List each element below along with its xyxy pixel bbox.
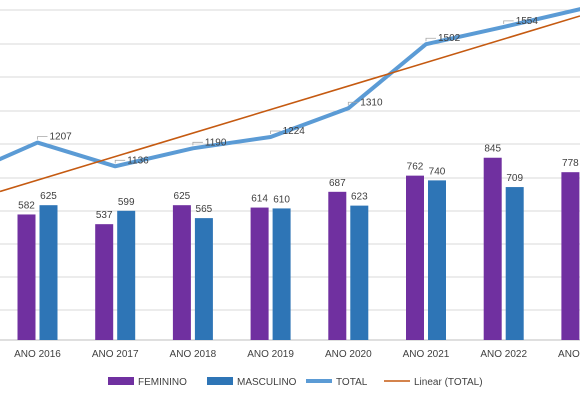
total-label-2: 1190 <box>205 137 227 148</box>
bar-label-masculino-0: 625 <box>40 191 57 202</box>
bar-label-feminino-5: 762 <box>407 162 424 173</box>
bar-masculino-2 <box>194 218 213 340</box>
bar-label-masculino-1: 599 <box>118 197 135 208</box>
bar-feminino-5 <box>406 175 424 340</box>
bar-label-feminino-0: 582 <box>18 200 35 211</box>
bar-feminino-2 <box>172 205 191 340</box>
total-label-3: 1224 <box>283 126 306 137</box>
bar-label-masculino-6: 709 <box>506 173 523 184</box>
trendline <box>0 15 580 193</box>
total-label-4: 1310 <box>360 97 383 108</box>
legend-label-0: FEMININO <box>138 377 187 388</box>
bar-feminino-6 <box>483 157 502 340</box>
bar-label-feminino-2: 625 <box>174 191 191 202</box>
category-label-3: ANO 2019 <box>247 349 294 360</box>
bar-masculino-3 <box>272 208 291 340</box>
legend-swatch-0 <box>108 377 134 385</box>
category-label-0: ANO 2016 <box>14 349 61 360</box>
bar-label-feminino-3: 614 <box>251 194 268 205</box>
category-label-1: ANO 2017 <box>92 349 139 360</box>
total-label-leader-1 <box>114 159 126 164</box>
bar-feminino-1 <box>95 224 114 340</box>
total-line-series <box>0 7 580 169</box>
bar-feminino-3 <box>250 207 269 340</box>
category-label-4: ANO 2020 <box>325 349 372 360</box>
category-label-6: ANO 2022 <box>480 349 527 360</box>
bar-label-feminino-6: 845 <box>484 144 501 155</box>
bar-masculino-1 <box>117 210 136 340</box>
bar-label-feminino-7: 778 <box>562 158 579 169</box>
trendline-linear-total <box>0 15 580 193</box>
bar-masculino-0 <box>39 205 58 340</box>
total-label-5: 1502 <box>438 33 461 44</box>
legend-swatch-1 <box>207 377 233 385</box>
bar-masculino-6 <box>505 187 524 340</box>
total-line <box>0 7 580 169</box>
total-label-leader-5 <box>425 37 436 42</box>
legend-label-1: MASCULINO <box>237 377 297 388</box>
total-label-leader-4 <box>347 101 359 106</box>
bar-label-feminino-1: 537 <box>96 210 113 221</box>
bar-masculino-4 <box>350 205 369 340</box>
category-axis-labels: ANO 2016 ANO 2017 ANO 2018 ANO 2019 ANO 2020… <box>14 349 580 360</box>
bar-data-labels: 582 537 625 614 687 762 845 778 625 599 565 610 623 7… <box>18 144 579 221</box>
category-label-5: ANO 2021 <box>403 349 450 360</box>
total-data-labels: 1207 1136 1190 1224 1310 1502 1554 <box>37 16 539 166</box>
legend-label-3: Linear (TOTAL) <box>414 377 483 388</box>
category-label-2: ANO 2018 <box>170 349 217 360</box>
bar-feminino-4 <box>328 191 347 340</box>
legend-label-2: TOTAL <box>336 377 368 388</box>
bar-label-masculino-3: 610 <box>273 194 290 205</box>
bar-label-masculino-5: 740 <box>429 166 446 177</box>
bar-masculino-5 <box>428 180 446 340</box>
bar-label-masculino-2: 565 <box>196 204 213 215</box>
total-label-leader-0 <box>37 136 48 140</box>
category-label-7: ANO 2023 <box>558 349 580 360</box>
bar-label-feminino-4: 687 <box>329 178 346 189</box>
bar-series <box>17 157 580 340</box>
bar-label-masculino-4: 623 <box>351 192 368 203</box>
total-label-leader-6 <box>503 20 514 24</box>
legend: FEMININO MASCULINO TOTAL Linear (TOTAL) <box>108 377 483 388</box>
bar-feminino-0 <box>17 214 36 340</box>
total-label-0: 1207 <box>50 132 73 143</box>
bar-feminino-7 <box>561 172 580 340</box>
total-label-6: 1554 <box>516 16 539 27</box>
total-label-leader-3 <box>270 130 281 134</box>
total-label-1: 1136 <box>127 155 149 166</box>
total-label-leader-2 <box>192 141 203 146</box>
